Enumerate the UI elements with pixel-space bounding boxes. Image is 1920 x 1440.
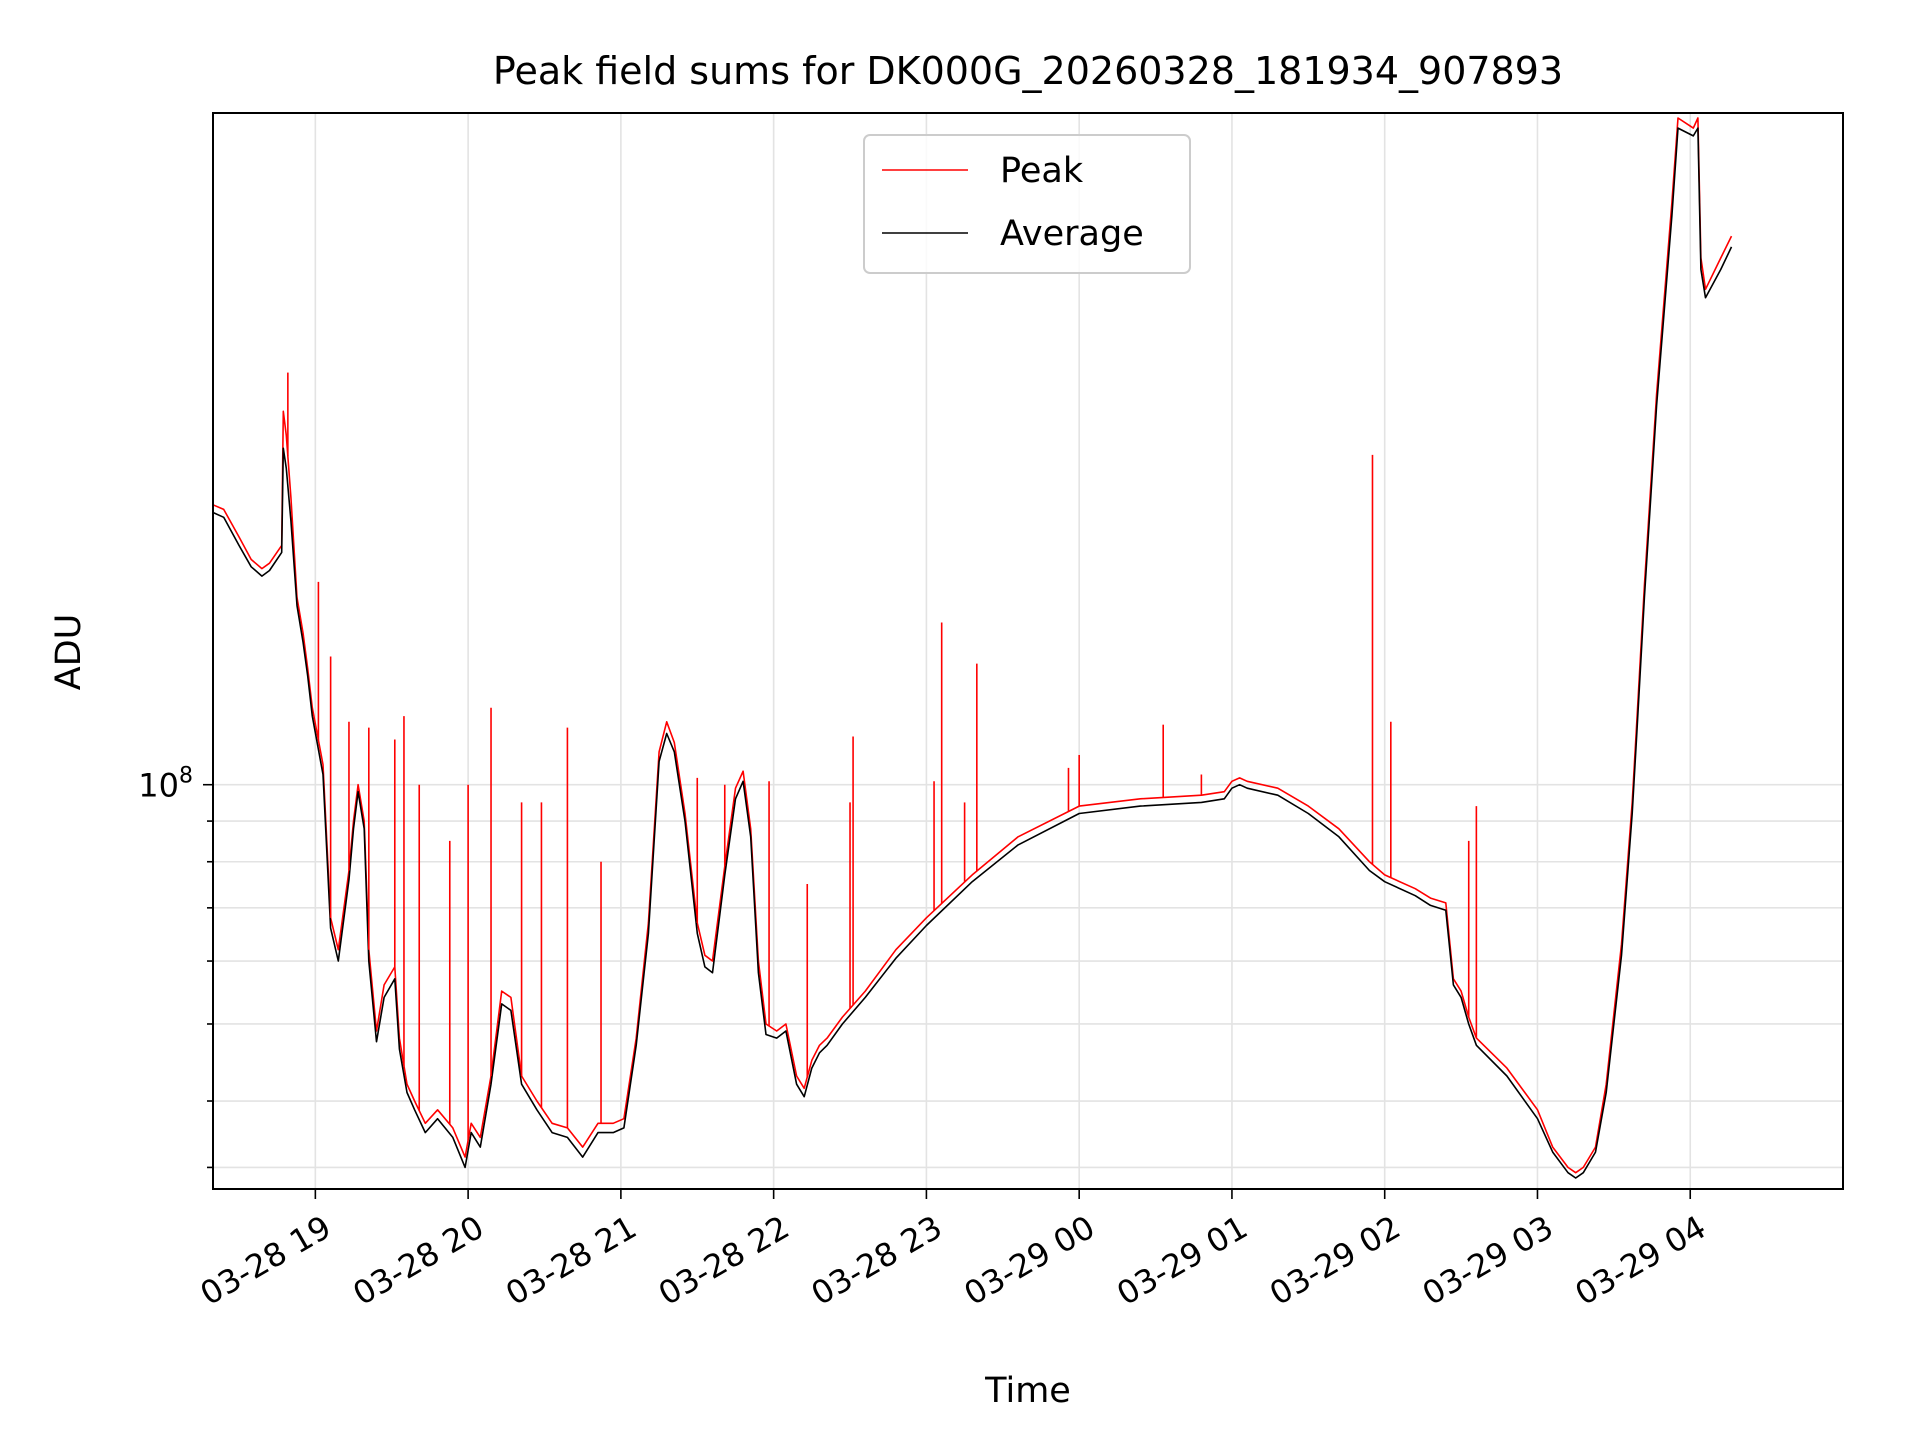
x-axis-label: Time bbox=[984, 1371, 1071, 1411]
plot-area bbox=[213, 117, 1733, 1179]
chart-title: Peak field sums for DK000G_20260328_1819… bbox=[493, 49, 1563, 93]
y-tick-label-base: 10 bbox=[138, 767, 179, 805]
y-axis-label: ADU bbox=[49, 614, 89, 691]
plot-frame bbox=[212, 112, 1844, 1190]
grid bbox=[213, 113, 1843, 1189]
y-tick-label-exponent: 8 bbox=[179, 764, 193, 789]
y-tick-label: 108 bbox=[138, 764, 193, 805]
series-line-average bbox=[213, 127, 1733, 1179]
series-line-peak bbox=[213, 117, 1733, 1174]
legend-label-average: Average bbox=[1000, 214, 1144, 254]
legend-label-peak: Peak bbox=[1000, 151, 1084, 191]
legend: Peak Average bbox=[863, 134, 1191, 274]
